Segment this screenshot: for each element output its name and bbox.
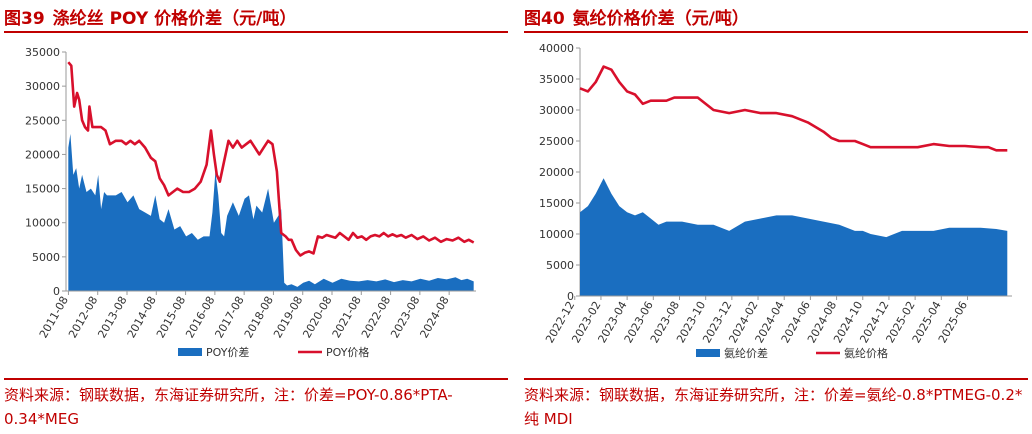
series-area-POY价差 [68,133,474,291]
legend-label: POY价格 [326,345,369,359]
source-note: 资料来源：钢联数据，东海证券研究所，注：价差=POY-0.86*PTA-0.34… [4,386,453,428]
y-tick-label: 25000 [25,114,60,127]
y-tick-label: 15000 [25,183,60,196]
y-tick-label: 15000 [539,197,574,210]
y-tick-label: 0 [53,285,60,298]
x-tick-label: 2024-08 [418,294,452,340]
y-tick-label: 25000 [539,135,574,148]
title-divider [4,31,508,33]
source-divider [4,378,508,380]
source-divider [524,378,1028,380]
title-divider [524,31,1028,33]
y-tick-label: 40000 [539,42,574,55]
y-tick-label: 5000 [546,259,574,272]
chart-title: 涤纶丝 POY 价格价差（元/吨） [52,9,297,29]
figure-number: 图39 [4,9,45,29]
y-tick-label: 35000 [25,46,60,59]
series-area-氨纶价差 [580,178,1008,296]
y-tick-label: 20000 [539,166,574,179]
y-tick-label: 0 [567,290,574,303]
series-line-POY价格 [67,61,475,257]
chart-panel-right: 图40 氨纶价格价差（元/吨） 0 5000 10000 15000 20000 25000… [524,0,1028,434]
y-tick-label: 35000 [539,73,574,86]
chart-panel-left: 图39 涤纶丝 POY 价格价差（元/吨） 0 5000 10000 15000 2000… [4,0,508,434]
spandex-chart: 0 5000 10000 15000 20000 25000 30000 35000 40000… [539,42,1012,360]
y-tick-label: 30000 [539,104,574,117]
legend-swatch-area [178,348,202,356]
figure-number: 图40 [524,9,565,29]
y-tick-label: 20000 [25,148,60,161]
y-tick-label: 30000 [25,80,60,93]
legend-label: POY价差 [206,345,249,359]
y-tick-label: 10000 [25,217,60,230]
figure-title-right: 图40 氨纶价格价差（元/吨） [524,4,1028,29]
legend-label: 氨纶价差 [724,346,768,360]
legend-swatch-area [696,349,720,357]
chart-title: 氨纶价格价差（元/吨） [572,9,749,29]
y-tick-label: 5000 [32,251,60,264]
source-note: 资料来源：钢联数据，东海证券研究所，注：价差=氨纶-0.8*PTMEG-0.2*… [524,386,1023,428]
y-tick-label: 10000 [539,228,574,241]
series-line-氨纶价格 [579,65,1008,152]
figure-title-left: 图39 涤纶丝 POY 价格价差（元/吨） [4,4,508,29]
poy-chart: 050001000015000200002500030000350002011-… [25,46,476,359]
legend-label: 氨纶价格 [844,346,888,360]
